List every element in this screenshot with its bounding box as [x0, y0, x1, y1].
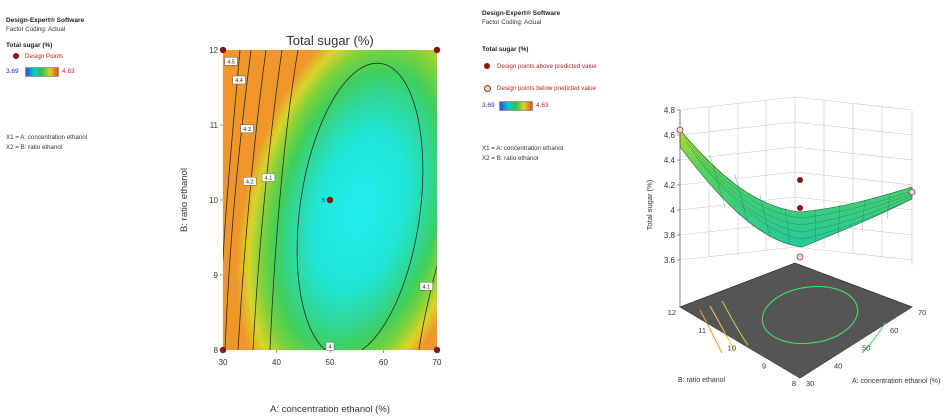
software-name: Design-Expert® Software	[6, 17, 85, 24]
color-scale-bar	[25, 67, 59, 77]
surface-x-axis-label: A: concentration ethanol (%)	[852, 378, 940, 385]
surface-y-axis-label: B: ratio ethanol	[678, 377, 726, 384]
contour-label: 4.3	[243, 127, 251, 133]
factor-x1-label: X1 = A: concentration ethanol	[6, 134, 88, 141]
surface-z-tick-label: 3.8	[664, 231, 676, 240]
factor-x2-label-right: X2 = B: ratio ethanol	[482, 155, 539, 162]
surface-design-points	[676, 126, 916, 261]
design-points-legend-label: Design Points	[25, 53, 64, 60]
range-high-label: 4.63	[62, 68, 75, 75]
contour-label: 4.5	[227, 59, 235, 65]
contour-line-4	[296, 62, 424, 350]
surface-z-tick-label: 3.6	[664, 256, 676, 265]
contour-label: 4.4	[235, 78, 243, 84]
software-name-right: Design-Expert® Software	[482, 10, 561, 17]
surface-z-tick-label: 4.6	[664, 131, 676, 140]
contour-chart: Total sugar (%) 4.5 4.4 4.3 4.2 4.1 4 4.1 5 30…	[179, 33, 442, 415]
contour-x-tick-label: 60	[379, 358, 388, 367]
contour-line-43	[237, 50, 267, 350]
response-surface	[679, 129, 913, 248]
contour-y-tick-label: 12	[209, 46, 218, 55]
surface-x-tick-label: 40	[834, 361, 842, 370]
contour-label-box	[224, 57, 238, 66]
surface-z-tick-label: 4	[671, 206, 676, 215]
contour-label-box	[243, 177, 257, 186]
design-point-count-label: 5	[322, 198, 325, 204]
surface-z-tick-label: 4.8	[664, 106, 676, 115]
contour-label: 4.1	[265, 176, 273, 182]
contour-label-box	[232, 75, 246, 85]
surface-x-tick-label: 70	[918, 308, 926, 317]
contour-design-point	[433, 46, 441, 54]
surface-point-above-1	[797, 177, 803, 183]
above-point-legend-icon	[484, 63, 490, 69]
contour-x-tick-label: 40	[272, 358, 281, 367]
surface-point-above-2	[797, 205, 803, 211]
above-points-legend-label: Design points above predicted value	[497, 63, 597, 70]
floor-contours	[699, 285, 886, 354]
contour-label: 4	[328, 344, 331, 350]
contour-line-45	[223, 50, 241, 261]
surface-y-tick-label: 11	[698, 326, 706, 335]
contour-x-tick-label: 30	[219, 358, 228, 367]
response-name: Total sugar (%)	[6, 42, 53, 49]
contour-title: Total sugar (%)	[286, 33, 373, 48]
factor-x2-label: X2 = B: ratio ethanol	[6, 144, 63, 151]
contour-x-tick-label: 70	[433, 358, 442, 367]
contour-line-41-right	[418, 265, 437, 350]
contour-label-box	[261, 173, 276, 182]
surface-axes	[679, 110, 913, 379]
factor-coding: Factor Coding: Actual	[6, 26, 66, 33]
contour-label-box	[419, 282, 433, 291]
surface-mesh	[683, 136, 913, 246]
contour-lines	[223, 50, 437, 350]
contour-y-tick-label: 9	[214, 271, 219, 280]
contour-y-tick-label: 10	[209, 196, 218, 205]
surface-point-below-3	[796, 253, 804, 261]
surface-y-tick-label: 9	[762, 361, 766, 370]
contour-x-tick-label: 50	[326, 358, 335, 367]
surface-y-tick-label: 12	[668, 308, 676, 317]
color-scale-bar-right	[499, 101, 533, 111]
response-name-right: Total sugar (%)	[482, 46, 529, 53]
surface-y-tick-label: 10	[728, 344, 736, 353]
factor-coding-right: Factor Coding: Actual	[482, 19, 542, 26]
contour-design-point	[326, 196, 334, 204]
contour-y-axis-label: B: ratio ethanol	[179, 168, 190, 232]
surface-z-tick-label: 4.2	[664, 181, 676, 190]
contour-line-44	[224, 50, 252, 350]
below-point-legend-icon	[484, 85, 491, 92]
contour-label: 4.2	[246, 179, 254, 185]
surface-z-axis-label: Total sugar (%)	[645, 179, 654, 230]
design-point-legend-icon	[13, 53, 19, 59]
below-points-legend-label: Design points below predicted value	[497, 85, 597, 92]
factor-x1-label-right: X1 = A: concentration ethanol	[482, 145, 564, 152]
contour-x-axis-label: A: concentration ethanol (%)	[270, 404, 390, 415]
surface-x-tick-label: 60	[890, 326, 898, 335]
surface-z-tick-label: 4.4	[664, 156, 676, 165]
range-low-label: 3.69	[6, 68, 19, 75]
surface-x-tick-label: 50	[862, 344, 870, 353]
contour-label-box	[240, 124, 254, 133]
range-high-label-right: 4.63	[536, 102, 549, 109]
surface-x-tick-label: 30	[806, 379, 814, 388]
contour-line-42	[252, 50, 283, 350]
contour-y-tick-label: 11	[210, 121, 219, 130]
contour-label: 4.1	[422, 284, 430, 290]
contour-line-41	[269, 50, 299, 350]
surface-floor	[679, 262, 913, 379]
surface-point-below-1	[676, 126, 684, 134]
range-low-label-right: 3.69	[482, 102, 495, 109]
surface-point-below-2	[908, 188, 916, 196]
contour-y-tick-label: 8	[214, 346, 219, 355]
surface-y-tick-label: 8	[792, 379, 796, 388]
